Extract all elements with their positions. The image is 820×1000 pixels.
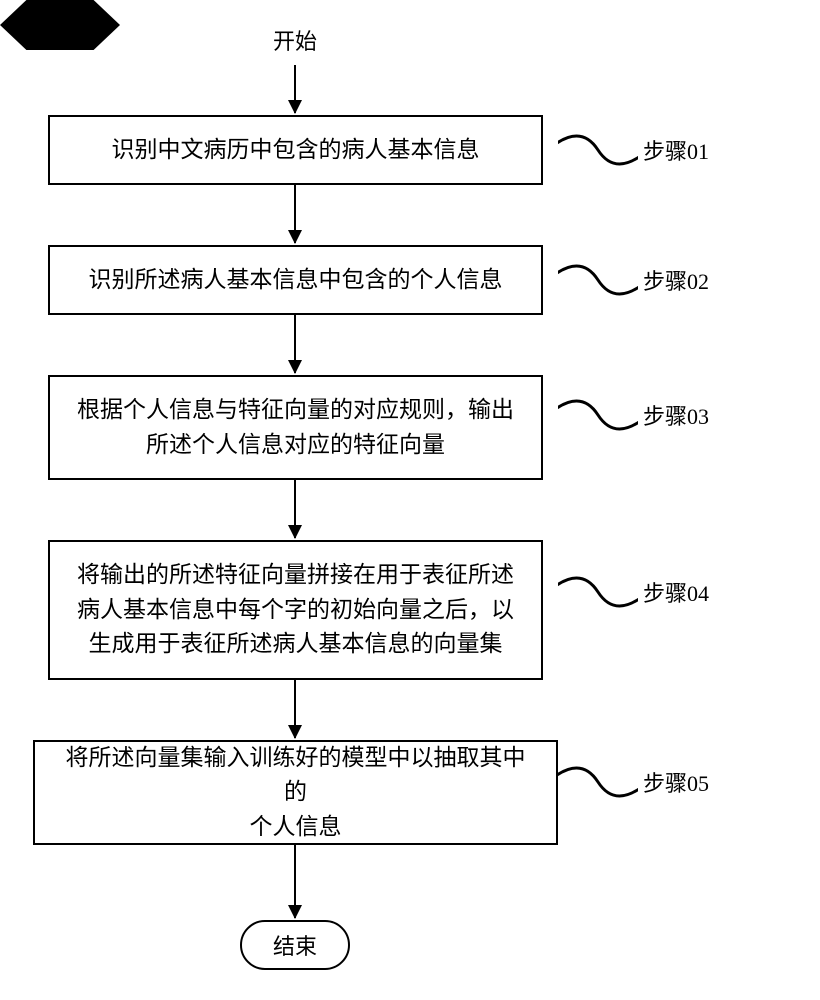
process-step5: 将所述向量集输入训练好的模型中以抽取其中的 个人信息 (33, 740, 558, 845)
end-label: 结束 (273, 929, 317, 961)
step5-label: 步骤05 (643, 766, 709, 798)
step3-label: 步骤03 (643, 399, 709, 431)
arrow-start-step1 (294, 65, 296, 113)
wave-icon (558, 395, 638, 435)
start-label: 开始 (273, 24, 317, 56)
step5-text: 将所述向量集输入训练好的模型中以抽取其中的 个人信息 (55, 741, 536, 845)
connector-step4: 步骤04 (558, 572, 709, 612)
process-step1: 识别中文病历中包含的病人基本信息 (48, 115, 543, 185)
step3-text: 根据个人信息与特征向量的对应规则，输出 所述个人信息对应的特征向量 (77, 393, 514, 462)
terminal-start-bg (0, 0, 120, 50)
step4-label: 步骤04 (643, 576, 709, 608)
flowchart-container: 开始 识别中文病历中包含的病人基本信息 步骤01 识别所述病人基本信息中包含的个… (0, 0, 820, 1000)
wave-icon (558, 260, 638, 300)
connector-step3: 步骤03 (558, 395, 709, 435)
step1-text: 识别中文病历中包含的病人基本信息 (112, 133, 480, 168)
terminal-end: 结束 (240, 920, 350, 970)
arrow-step5-end (294, 845, 296, 918)
wave-icon (558, 572, 638, 612)
process-step4: 将输出的所述特征向量拼接在用于表征所述 病人基本信息中每个字的初始向量之后，以 … (48, 540, 543, 680)
arrow-step3-step4 (294, 480, 296, 538)
process-step2: 识别所述病人基本信息中包含的个人信息 (48, 245, 543, 315)
step4-text: 将输出的所述特征向量拼接在用于表征所述 病人基本信息中每个字的初始向量之后，以 … (77, 558, 514, 662)
wave-icon (558, 762, 638, 802)
connector-step5: 步骤05 (558, 762, 709, 802)
terminal-start: 开始 (237, 17, 353, 63)
connector-step2: 步骤02 (558, 260, 709, 300)
step2-text: 识别所述病人基本信息中包含的个人信息 (89, 263, 503, 298)
arrow-step2-step3 (294, 315, 296, 373)
arrow-step4-step5 (294, 680, 296, 738)
step1-label: 步骤01 (643, 134, 709, 166)
wave-icon (558, 130, 638, 170)
connector-step1: 步骤01 (558, 130, 709, 170)
step2-label: 步骤02 (643, 264, 709, 296)
arrow-step1-step2 (294, 185, 296, 243)
process-step3: 根据个人信息与特征向量的对应规则，输出 所述个人信息对应的特征向量 (48, 375, 543, 480)
